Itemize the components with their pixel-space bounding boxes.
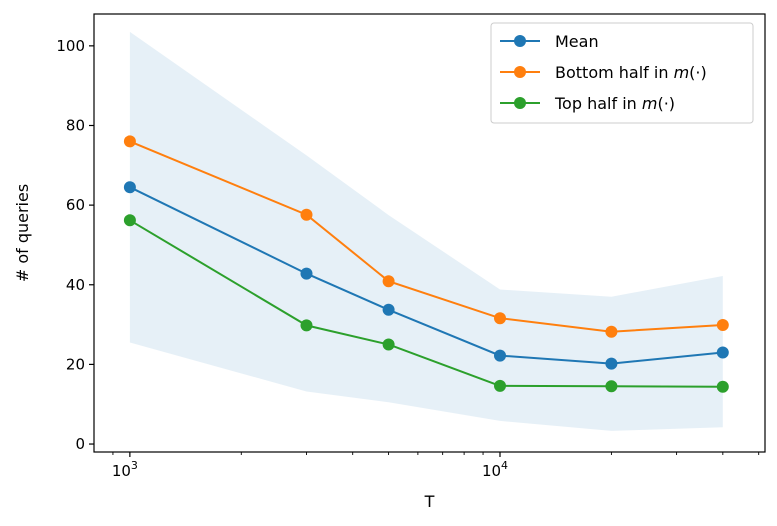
legend-label: Top half in m(·) xyxy=(554,94,675,113)
series-line xyxy=(129,186,723,365)
x-tick-label: 103 xyxy=(112,459,138,480)
y-axis: 0 20 40 60 80 100 xyxy=(56,37,94,453)
legend-label: Bottom half in m(·) xyxy=(555,63,707,82)
std-band xyxy=(129,31,723,431)
data-point xyxy=(123,135,136,148)
plot-frame xyxy=(93,13,766,453)
series-2 xyxy=(123,135,729,338)
data-point xyxy=(382,303,395,316)
data-point xyxy=(605,357,618,370)
data-point xyxy=(300,208,313,221)
x-axis-label: T xyxy=(424,492,435,511)
legend-entry: Mean xyxy=(500,32,599,51)
data-point xyxy=(382,338,395,351)
series-layer xyxy=(123,135,729,393)
y-tick-label: 40 xyxy=(66,276,85,294)
legend-frame xyxy=(490,22,754,124)
y-tick-label: 0 xyxy=(75,435,85,453)
series-1 xyxy=(123,181,729,370)
data-point xyxy=(605,325,618,338)
y-axis-label: # of queries xyxy=(13,184,32,282)
data-point xyxy=(716,380,729,393)
series-3 xyxy=(123,214,729,393)
x-tick-label: 104 xyxy=(482,459,508,480)
data-point xyxy=(300,319,313,332)
legend-entry: Bottom half in m(·) xyxy=(500,63,707,82)
data-point xyxy=(123,181,136,194)
data-point xyxy=(716,346,729,359)
y-tick-label: 80 xyxy=(66,116,85,134)
data-point xyxy=(716,319,729,331)
legend-entry: Top half in m(·) xyxy=(500,94,675,113)
data-point xyxy=(494,312,506,325)
series-line xyxy=(129,140,723,333)
data-point xyxy=(494,349,506,362)
legend: Mean Bottom half in m(·) Top half in m(·) xyxy=(490,22,754,124)
legend-marker xyxy=(514,97,526,109)
data-point xyxy=(123,214,136,227)
data-point xyxy=(382,275,395,288)
std-band-layer xyxy=(129,31,723,431)
legend-marker xyxy=(514,35,526,47)
y-tick-label: 60 xyxy=(66,196,85,214)
y-tick-label: 20 xyxy=(66,355,85,373)
legend-label: Mean xyxy=(555,32,599,51)
series-line xyxy=(129,219,723,388)
data-point xyxy=(300,267,313,280)
x-axis: 103 104 xyxy=(112,452,508,480)
legend-marker xyxy=(514,66,526,78)
data-point xyxy=(494,379,506,392)
y-tick-label: 100 xyxy=(56,37,85,55)
data-point xyxy=(605,380,618,393)
